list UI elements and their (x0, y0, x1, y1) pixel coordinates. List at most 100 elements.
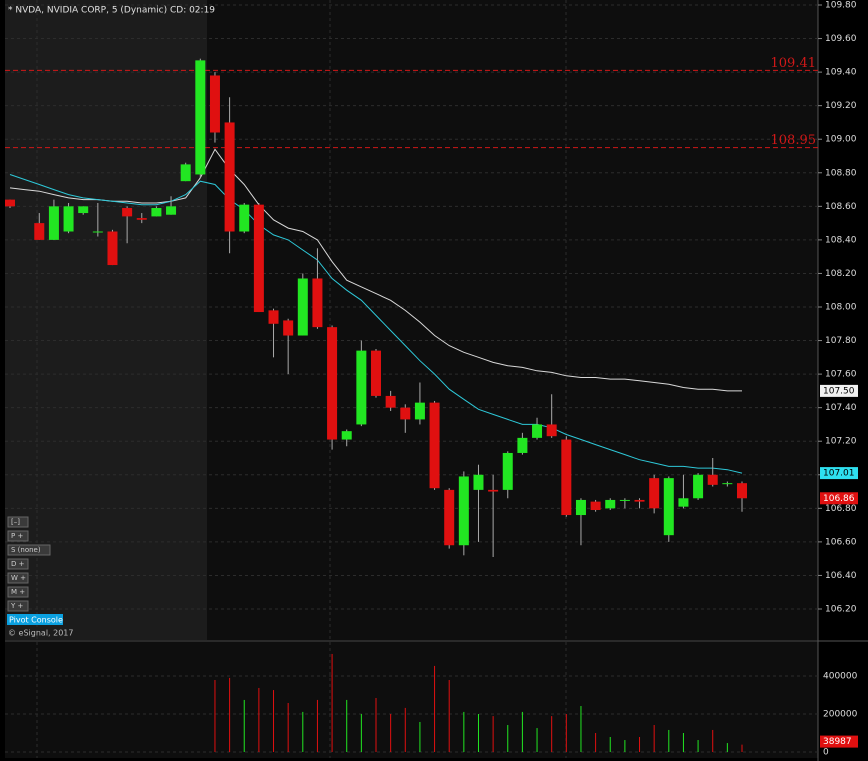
candle-body (239, 204, 250, 232)
level-label: 109.41 (771, 56, 817, 71)
console-label[interactable]: Pivot Console (9, 616, 63, 625)
overlays (9, 148, 743, 474)
axis: 109.80 109.60 109.40 109.20 109.00 108.80 108.… (818, 1, 858, 758)
study-button-label[interactable]: [–] (11, 518, 20, 526)
candle-body (283, 320, 294, 336)
candle-body (5, 199, 15, 207)
candle-body (502, 452, 513, 490)
candle-body (605, 499, 616, 509)
candle-body (136, 218, 147, 220)
ma-slow-last-box (820, 384, 858, 397)
candle-body (444, 489, 455, 546)
volume-tick-label: 200000 (823, 710, 858, 720)
candle-body (385, 395, 396, 408)
candle-body (224, 122, 235, 232)
study-button[interactable] (7, 586, 29, 598)
candle-body (737, 483, 747, 499)
candle-body (517, 437, 528, 453)
y-tick-label: 106.20 (825, 605, 857, 615)
candle-body (268, 310, 279, 324)
study-button[interactable] (7, 600, 29, 612)
y-tick-label: 109.60 (825, 34, 857, 44)
study-button-label[interactable]: M + (11, 588, 25, 596)
moving-average (9, 174, 743, 474)
y-tick-label: 107.40 (825, 403, 857, 413)
candle-body (722, 483, 733, 485)
study-button-label[interactable]: D + (11, 560, 25, 568)
volume-panel (5, 642, 818, 758)
y-tick-label: 109.00 (825, 135, 857, 145)
candle-body (122, 208, 133, 217)
ma-fast-last: 107.01 (823, 469, 855, 479)
y-tick-label: 108.00 (825, 303, 857, 313)
study-button-label[interactable]: Y + (10, 602, 24, 610)
candle-body (107, 231, 118, 266)
candle-body (473, 474, 484, 490)
candle-body (414, 402, 425, 420)
candle-body (151, 208, 162, 217)
moving-average (9, 148, 742, 392)
y-tick-label: 108.40 (825, 235, 857, 245)
candle-body (180, 164, 191, 182)
study-button-label[interactable]: S (none) (11, 546, 41, 554)
y-tick-label: 108.20 (825, 269, 857, 279)
candle-body (678, 498, 689, 507)
y-tick-label: 106.40 (825, 571, 857, 581)
candle-body (34, 223, 45, 240)
candle-body (356, 350, 367, 425)
candle-body (532, 424, 543, 438)
y-tick-label: 107.60 (825, 370, 857, 380)
y-tick-label: 108.60 (825, 202, 857, 212)
candle-body (327, 327, 338, 440)
level-label: 108.95 (771, 133, 817, 148)
candle-body (166, 206, 177, 215)
candle-body (561, 439, 572, 516)
prior-session-shade (5, 0, 207, 640)
candle-body (48, 206, 59, 240)
y-tick-label: 109.80 (825, 1, 857, 11)
ma-slow-last: 107.50 (823, 386, 855, 396)
y-tick-label: 106.60 (825, 537, 857, 547)
volume-last: 38987 (823, 737, 852, 747)
candle-body (429, 402, 440, 489)
close-last: 106.86 (823, 494, 855, 504)
candle-body (341, 431, 352, 440)
candle-body (195, 60, 206, 175)
volume-last-box (820, 735, 858, 748)
volume-tick-label: 400000 (823, 672, 858, 682)
candle-body (590, 501, 601, 511)
candle-body (575, 499, 586, 516)
volume-bars (214, 653, 743, 752)
candle-body (634, 499, 645, 502)
candle-body (253, 204, 264, 313)
study-button-label[interactable]: P + (11, 532, 23, 540)
y-tick-label: 107.20 (825, 437, 857, 447)
candle-body (312, 278, 323, 328)
y-tick-label: 108.80 (825, 168, 857, 178)
y-tick-label: 109.20 (825, 101, 857, 111)
study-button[interactable] (7, 544, 51, 556)
console-button[interactable] (7, 614, 63, 625)
candle-body (707, 474, 718, 485)
study-button[interactable] (7, 530, 29, 542)
candle-body (371, 350, 381, 396)
study-button[interactable] (7, 572, 29, 584)
candle-body (619, 499, 630, 501)
study-button[interactable] (7, 516, 29, 528)
study-button[interactable] (7, 558, 29, 570)
button-stack: [–] P + S (none) D + W + M + Y + (7, 516, 51, 612)
candle-body (297, 278, 308, 336)
candle-body (63, 206, 74, 232)
study-button-label[interactable]: W + (11, 574, 26, 582)
candle-body (458, 476, 469, 546)
y-tick-label: 106.80 (825, 504, 857, 514)
y-tick-label: 109.40 (825, 68, 857, 78)
candle-body (209, 75, 220, 133)
ma-fast-last-box (820, 467, 858, 480)
candles (5, 58, 747, 557)
candle-body (546, 424, 557, 437)
candle-body (488, 489, 499, 492)
candle-body (400, 407, 411, 420)
grid: 109.41 108.95 (5, 4, 818, 753)
